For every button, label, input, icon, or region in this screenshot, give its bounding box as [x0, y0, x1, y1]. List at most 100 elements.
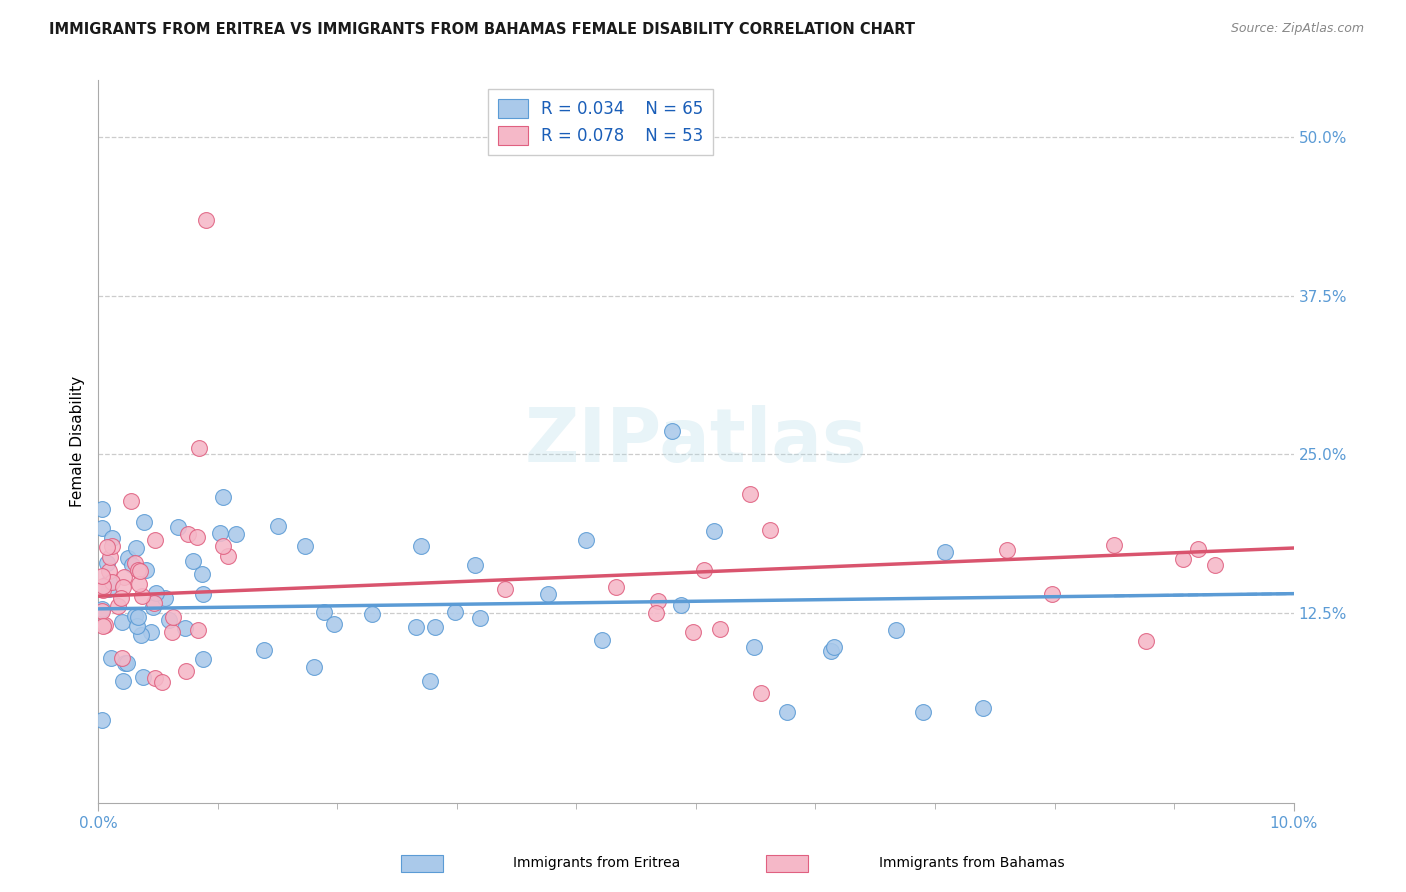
Point [823, 640, 845, 655]
Point [177, 527, 200, 541]
Point [91, 601, 114, 615]
Point [94, 618, 117, 632]
Point [91, 714, 114, 728]
Text: ZIPatlas: ZIPatlas [524, 405, 868, 478]
Point [605, 580, 627, 594]
Point [142, 600, 165, 615]
Point [740, 487, 762, 501]
Point [129, 564, 152, 578]
Point [253, 642, 276, 657]
Text: IMMIGRANTS FROM ERITREA VS IMMIGRANTS FROM BAHAMAS FEMALE DISABILITY CORRELATION: IMMIGRANTS FROM ERITREA VS IMMIGRANTS FR… [49, 22, 915, 37]
Point [91, 521, 114, 535]
Point [884, 624, 907, 638]
Point [211, 539, 233, 553]
Point [160, 624, 183, 639]
Point [98, 564, 121, 578]
Point [495, 582, 517, 597]
Point [174, 664, 197, 678]
Point [912, 705, 935, 719]
Point [120, 494, 142, 508]
Point [155, 591, 177, 606]
Point [302, 660, 325, 674]
Point [98, 550, 121, 565]
Point [312, 606, 335, 620]
Point [110, 591, 132, 605]
Point [1204, 558, 1226, 573]
Point [323, 617, 346, 632]
Point [934, 544, 956, 558]
Point [193, 652, 215, 666]
Point [776, 705, 799, 719]
Point [191, 567, 214, 582]
Point [537, 587, 560, 601]
Text: Immigrants from Bahamas: Immigrants from Bahamas [879, 856, 1064, 871]
Point [187, 442, 209, 456]
Point [749, 685, 772, 699]
Point [111, 615, 134, 630]
Text: Immigrants from Eritrea: Immigrants from Eritrea [513, 856, 681, 871]
Point [93, 619, 115, 633]
Point [150, 675, 173, 690]
Point [470, 611, 492, 625]
Point [174, 621, 197, 635]
Point [124, 608, 146, 623]
Point [115, 656, 138, 670]
Point [91, 604, 114, 618]
Point [411, 539, 433, 553]
Point [132, 515, 155, 529]
Point [181, 554, 204, 568]
Point [112, 570, 135, 584]
Point [117, 550, 139, 565]
Point [1042, 587, 1064, 601]
Point [208, 525, 231, 540]
Point [294, 539, 316, 553]
Point [972, 700, 994, 714]
Point [645, 607, 668, 621]
Point [669, 599, 692, 613]
Point [91, 569, 114, 583]
Point [107, 599, 129, 614]
Point [112, 580, 135, 594]
Point [419, 673, 441, 688]
Point [661, 425, 683, 439]
Point [114, 656, 136, 670]
Point [96, 556, 118, 570]
Point [405, 620, 427, 634]
Point [101, 531, 124, 545]
Point [100, 651, 122, 665]
Point [143, 596, 166, 610]
Point [820, 644, 842, 658]
Point [759, 523, 782, 537]
Point [682, 625, 704, 640]
Point [186, 530, 208, 544]
Point [96, 540, 118, 554]
Point [91, 582, 114, 597]
Point [443, 605, 465, 619]
Point [127, 563, 149, 577]
Point [98, 582, 121, 597]
Point [131, 590, 153, 604]
Point [575, 533, 598, 547]
Point [101, 574, 124, 589]
Point [162, 610, 184, 624]
Point [1187, 542, 1209, 557]
Point [995, 543, 1018, 558]
Point [423, 620, 446, 634]
Point [121, 558, 143, 572]
Point [124, 557, 146, 571]
Point [187, 623, 209, 637]
Point [91, 579, 114, 593]
Point [1104, 539, 1126, 553]
Text: Source: ZipAtlas.com: Source: ZipAtlas.com [1230, 22, 1364, 36]
Point [693, 563, 716, 577]
Point [131, 628, 153, 642]
Point [127, 610, 149, 624]
Point [100, 540, 122, 554]
Point [141, 625, 163, 640]
Point [135, 563, 157, 577]
Point [125, 541, 148, 555]
Point [703, 524, 725, 538]
Point [591, 632, 613, 647]
Point [225, 527, 247, 541]
Point [127, 618, 149, 632]
